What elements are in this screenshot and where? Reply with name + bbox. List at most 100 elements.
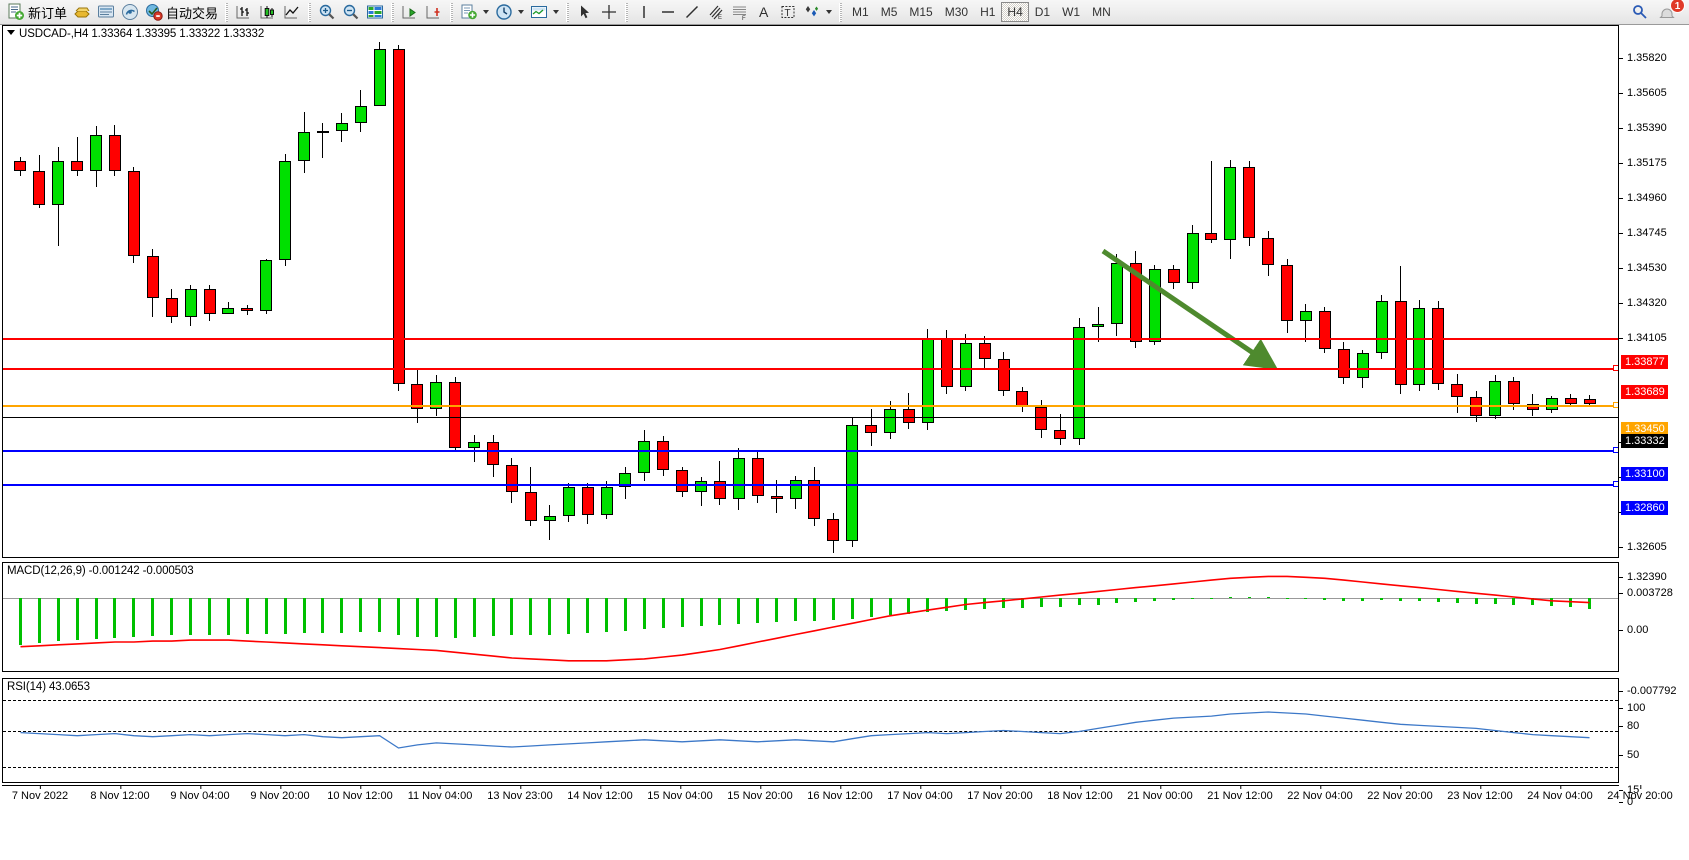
fibonacci-button[interactable]: F (728, 1, 752, 23)
candlestick (600, 26, 613, 557)
candle-body-bearish (524, 491, 537, 521)
level-line (3, 417, 1618, 418)
level-handle[interactable] (1613, 447, 1618, 453)
timeframe-h4[interactable]: H4 (1001, 2, 1029, 22)
macd-pane[interactable]: MACD(12,26,9) -0.001242 -0.000503 (2, 562, 1619, 672)
candle-body-bearish (1318, 311, 1331, 349)
search-icon[interactable] (1631, 3, 1649, 21)
macd-histogram-bar (1436, 597, 1440, 602)
shapes-icon (803, 3, 821, 21)
macd-histogram-bar (245, 597, 249, 634)
line-chart-button[interactable] (280, 1, 304, 23)
zoom-out-icon (342, 3, 360, 21)
chart-menu-caret-icon[interactable] (7, 30, 15, 35)
support-2-label[interactable]: 1.32860 (1621, 501, 1668, 515)
candlestick (1318, 26, 1331, 557)
candle-body-bearish (392, 49, 405, 384)
rsi-pane[interactable]: RSI(14) 43.0653 (2, 678, 1619, 783)
time-tick: 23 Nov 12:00 (1447, 785, 1513, 802)
candle-body-bearish (108, 135, 121, 172)
candlestick (468, 26, 481, 557)
new-order-button[interactable]: 新订单 (4, 1, 70, 23)
data-window-button[interactable] (363, 1, 387, 23)
zoom-in-button[interactable] (315, 1, 339, 23)
cursor-button[interactable] (573, 1, 597, 23)
time-tick: 11 Nov 04:00 (407, 785, 473, 802)
candle-body-bearish (581, 487, 594, 515)
support-1-label[interactable]: 1.33100 (1621, 467, 1668, 481)
candlestick (1545, 26, 1558, 557)
price-tick: 1.34530 (1619, 262, 1667, 274)
chart-area[interactable]: USDCAD-,H4 1.33364 1.33395 1.33322 1.333… (0, 25, 1689, 860)
candle-wick (1210, 161, 1212, 243)
time-tick: 9 Nov 20:00 (250, 785, 310, 802)
notification-bell-icon[interactable]: 1 (1659, 0, 1685, 21)
candle-body-bullish (184, 289, 197, 317)
macd-histogram-bar (321, 597, 325, 633)
timeframe-h1[interactable]: H1 (980, 5, 996, 19)
macd-histogram-bar (226, 597, 230, 635)
macd-histogram-bar (1020, 597, 1024, 609)
cursor-icon (576, 3, 594, 21)
trendline-button[interactable] (680, 1, 704, 23)
period-button[interactable] (492, 1, 527, 23)
candlestick-chart-button[interactable] (256, 1, 280, 23)
price-scale[interactable]: 1.35820 1.35605 1.35390 1.35175 1.34960 1.347… (1619, 50, 1689, 583)
timeframe-d1[interactable]: D1 (1034, 5, 1051, 19)
text-object-button[interactable]: T (776, 1, 800, 23)
resistance-1-label[interactable]: 1.33877 (1621, 355, 1668, 369)
zoom-out-button[interactable] (339, 1, 363, 23)
shapes-button[interactable] (800, 1, 835, 23)
crosshair-button[interactable] (597, 1, 621, 23)
terminal-button[interactable] (94, 1, 118, 23)
shift-chart-button[interactable] (398, 1, 422, 23)
level-line (3, 338, 1618, 340)
candle-wick (700, 476, 702, 507)
bar-chart-button[interactable] (232, 1, 256, 23)
chart-symbol-header[interactable]: USDCAD-,H4 1.33364 1.33395 1.33322 1.333… (7, 28, 264, 40)
indicators-button[interactable] (527, 1, 562, 23)
pivot-level-label[interactable]: 1.33450 (1621, 422, 1668, 436)
chevron-down-icon[interactable] (518, 10, 525, 14)
candlestick (90, 26, 103, 557)
signal-button[interactable] (118, 1, 142, 23)
vertical-line-button[interactable] (632, 1, 656, 23)
equidistant-channel-button[interactable]: E (704, 1, 728, 23)
macd-zero-line (3, 597, 1618, 599)
macd-histogram-bar (1228, 597, 1232, 598)
timeframe-m15[interactable]: M15 (909, 5, 933, 19)
gold-bars-button[interactable] (70, 1, 94, 23)
templates-button[interactable] (457, 1, 492, 23)
level-handle[interactable] (1613, 365, 1618, 371)
timeframe-w1[interactable]: W1 (1062, 5, 1081, 19)
timeframe-mn[interactable]: MN (1092, 5, 1111, 19)
candle-body-bearish (997, 359, 1010, 392)
macd-scale: 0.003728 0.00 -0.007792 (1619, 587, 1689, 697)
candlestick (487, 26, 500, 557)
level-handle[interactable] (1613, 402, 1618, 408)
timeframe-m1[interactable]: M1 (852, 5, 869, 19)
notification-count: 1 (1670, 0, 1685, 13)
horizontal-line-button[interactable] (656, 1, 680, 23)
resistance-2-label[interactable]: 1.33689 (1621, 385, 1668, 399)
current-price-label[interactable]: 1.33332 (1621, 434, 1668, 448)
level-handle[interactable] (1613, 481, 1618, 487)
candle-body-bearish (411, 383, 424, 409)
auto-trading-button[interactable]: 自动交易 (142, 1, 221, 23)
time-tick: 24 Nov 20:00 (1607, 785, 1673, 802)
toolbar-separator (225, 2, 229, 22)
text-label-button[interactable]: A (752, 1, 776, 23)
templates-icon (460, 3, 478, 21)
chevron-down-icon[interactable] (826, 10, 833, 14)
chevron-down-icon[interactable] (483, 10, 490, 14)
timeframe-m5[interactable]: M5 (880, 5, 898, 19)
time-axis[interactable]: 7 Nov 2022 8 Nov 12:00 9 Nov 04:00 9 Nov 20… (2, 785, 1673, 807)
chevron-down-icon[interactable] (553, 10, 560, 14)
auto-scroll-button[interactable] (422, 1, 446, 23)
shift-chart-icon (401, 3, 419, 21)
candlestick (524, 26, 537, 557)
price-pane[interactable]: USDCAD-,H4 1.33364 1.33395 1.33322 1.333… (2, 25, 1619, 558)
macd-histogram-bar (1153, 597, 1157, 601)
macd-histogram-bar (567, 597, 571, 634)
timeframe-m30[interactable]: M30 (944, 5, 969, 19)
